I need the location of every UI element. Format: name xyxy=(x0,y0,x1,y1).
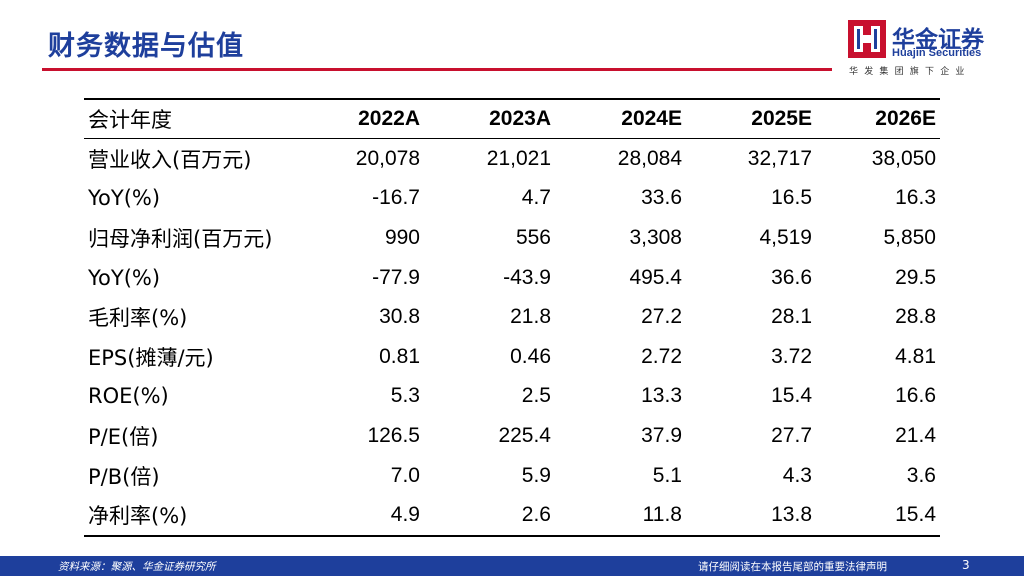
table-cell: 2.5 xyxy=(521,384,551,408)
table-row: 毛利率(%) 30.8 21.8 27.2 28.1 28.8 xyxy=(84,297,940,337)
table-cell: 16.5 xyxy=(771,186,812,210)
table-cell: 28,084 xyxy=(617,146,682,170)
table-cell: 33.6 xyxy=(641,186,682,210)
table-cell: 4,519 xyxy=(759,225,812,249)
footer-disclaimer: 请仔细阅读在本报告尾部的重要法律声明 xyxy=(698,561,887,573)
table-cell: 225.4 xyxy=(498,423,551,447)
table-row: ROE(%) 5.3 2.5 13.3 15.4 16.6 xyxy=(84,377,940,417)
table-cell: 3.72 xyxy=(771,344,812,368)
table-cell: 4.81 xyxy=(895,344,936,368)
table-cell: 990 xyxy=(384,225,420,249)
table-row: YoY(%) -77.9 -43.9 495.4 36.6 29.5 xyxy=(84,258,940,298)
row-label: ROE(%) xyxy=(88,384,169,409)
table-cell: 126.5 xyxy=(367,423,420,447)
table-cell: 13.8 xyxy=(771,503,812,527)
logo-name-en: Huajin Securities xyxy=(892,47,982,59)
table-cell: 27.7 xyxy=(771,423,812,447)
table-cell: 0.81 xyxy=(379,344,420,368)
table-cell: 13.3 xyxy=(641,384,682,408)
table-bottom-rule xyxy=(84,534,940,537)
table-row: P/E(倍) 126.5 225.4 37.9 27.7 21.4 xyxy=(84,416,940,456)
table-cell: 2.6 xyxy=(521,503,551,527)
table-header-row: 会计年度 2022A 2023A 2024E 2025E 2026E xyxy=(84,100,940,138)
footer-bar: 资料来源：聚源、华金证券研究所 请仔细阅读在本报告尾部的重要法律声明 3 xyxy=(0,556,1024,576)
header-cell: 2023A xyxy=(489,107,551,130)
table-row: YoY(%) -16.7 4.7 33.6 16.5 16.3 xyxy=(84,179,940,219)
row-label: P/B(倍) xyxy=(88,464,160,489)
table-cell: 21,021 xyxy=(486,146,551,170)
table-cell: 29.5 xyxy=(895,265,936,289)
header-cell: 2026E xyxy=(875,107,936,130)
financial-table: 会计年度 2022A 2023A 2024E 2025E 2026E 营业收入(… xyxy=(84,98,940,537)
table-cell: 21.8 xyxy=(510,305,551,329)
table-cell: 5.9 xyxy=(521,463,551,487)
table-cell: -77.9 xyxy=(372,265,420,289)
table-cell: 0.46 xyxy=(510,344,551,368)
logo-tagline: 华发集团旗下企业 xyxy=(849,67,971,77)
company-logo: 华金证券 Huajin Securities 华发集团旗下企业 xyxy=(846,18,1006,78)
page-number: 3 xyxy=(962,558,970,572)
row-label: 毛利率(%) xyxy=(88,306,188,331)
row-label: EPS(摊薄/元) xyxy=(88,345,214,370)
table-cell: 15.4 xyxy=(895,503,936,527)
row-label: 营业收入(百万元) xyxy=(88,147,252,172)
table-cell: 4.9 xyxy=(390,503,420,527)
page-title: 财务数据与估值 xyxy=(48,31,244,62)
logo-name-cn: 华金证券 xyxy=(892,27,984,53)
header-cell: 2022A xyxy=(358,107,420,130)
table-cell: 5.1 xyxy=(652,463,682,487)
table-cell: 556 xyxy=(515,225,551,249)
footer-source: 资料来源：聚源、华金证券研究所 xyxy=(58,561,216,573)
table-row: EPS(摊薄/元) 0.81 0.46 2.72 3.72 4.81 xyxy=(84,337,940,377)
row-label: YoY(%) xyxy=(88,265,161,290)
table-cell: 36.6 xyxy=(771,265,812,289)
table-cell: 16.6 xyxy=(895,384,936,408)
table-cell: 3.6 xyxy=(906,463,936,487)
table-cell: 7.0 xyxy=(390,463,420,487)
header-cell: 2025E xyxy=(751,107,812,130)
table-cell: 3,308 xyxy=(629,225,682,249)
table-cell: 20,078 xyxy=(355,146,420,170)
table-cell: 30.8 xyxy=(379,305,420,329)
table-cell: 4.7 xyxy=(521,186,551,210)
table-cell: 32,717 xyxy=(747,146,812,170)
table-cell: -43.9 xyxy=(503,265,551,289)
row-label: 归母净利润(百万元) xyxy=(88,226,273,251)
table-cell: 5,850 xyxy=(883,225,936,249)
row-label: P/E(倍) xyxy=(88,424,159,449)
table-cell: 27.2 xyxy=(641,305,682,329)
header-cell: 会计年度 xyxy=(88,108,172,132)
table-cell: 37.9 xyxy=(641,423,682,447)
table-row: P/B(倍) 7.0 5.9 5.1 4.3 3.6 xyxy=(84,456,940,496)
row-label: YoY(%) xyxy=(88,186,161,211)
table-body: 营业收入(百万元) 20,078 21,021 28,084 32,717 38,050 Y… xyxy=(84,139,940,535)
table-cell: 4.3 xyxy=(782,463,812,487)
row-label: 净利率(%) xyxy=(88,504,188,529)
table-row: 净利率(%) 4.9 2.6 11.8 13.8 15.4 xyxy=(84,495,940,535)
header-cell: 2024E xyxy=(621,107,682,130)
table-cell: 495.4 xyxy=(629,265,682,289)
table-cell: 2.72 xyxy=(641,344,682,368)
title-divider xyxy=(42,68,832,71)
table-header-rule xyxy=(84,138,940,139)
table-row: 营业收入(百万元) 20,078 21,021 28,084 32,717 38,050 xyxy=(84,139,940,179)
table-cell: 15.4 xyxy=(771,384,812,408)
table-cell: 28.8 xyxy=(895,305,936,329)
table-cell: -16.7 xyxy=(372,186,420,210)
table-row: 归母净利润(百万元) 990 556 3,308 4,519 5,850 xyxy=(84,218,940,258)
table-cell: 21.4 xyxy=(895,423,936,447)
table-top-rule xyxy=(84,98,940,100)
table-cell: 16.3 xyxy=(895,186,936,210)
table-cell: 28.1 xyxy=(771,305,812,329)
table-cell: 5.3 xyxy=(390,384,420,408)
table-cell: 38,050 xyxy=(871,146,936,170)
huajin-logo-icon xyxy=(848,20,886,58)
table-cell: 11.8 xyxy=(642,503,682,527)
